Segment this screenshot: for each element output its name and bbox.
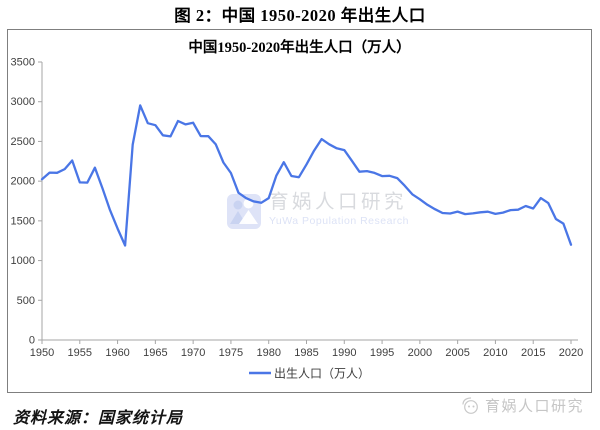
y-tick-label: 3500 xyxy=(11,57,35,69)
chart-title: 中国1950-2020年出生人口（万人） xyxy=(188,40,411,56)
y-tick-label: 2500 xyxy=(11,136,35,148)
x-tick-label: 1975 xyxy=(219,347,243,359)
source-note: 资料来源：国家统计局 xyxy=(13,410,184,427)
x-tick-label: 1960 xyxy=(105,347,129,359)
y-tick-label: 500 xyxy=(17,295,35,307)
x-tick-label: 1965 xyxy=(143,347,167,359)
x-tick-label: 1970 xyxy=(181,347,205,359)
legend-label: 出生人口（万人） xyxy=(274,367,370,381)
y-tick-label: 0 xyxy=(29,335,35,347)
center-watermark: 育娲人口研究 YuWa Population Research xyxy=(227,192,409,229)
corner-watermark-text: 育娲人口研究 xyxy=(485,399,585,415)
yuwa-face-icon xyxy=(462,397,478,414)
x-tick-label: 2020 xyxy=(559,347,583,359)
watermark-brand-cn: 育娲人口研究 xyxy=(269,192,408,213)
x-tick-label: 2000 xyxy=(408,347,432,359)
watermark-brand-en: YuWa Population Research xyxy=(269,215,410,228)
y-tick-label: 2000 xyxy=(11,176,35,188)
figure-caption: 图 2：中国 1950-2020 年出生人口 xyxy=(174,6,426,25)
x-tick-label: 1950 xyxy=(30,347,54,359)
birth-population-line xyxy=(40,104,573,247)
y-tick-label: 1500 xyxy=(11,215,35,227)
x-tick-label: 1990 xyxy=(332,347,356,359)
chart-frame xyxy=(7,29,592,393)
x-tick-label: 2005 xyxy=(445,347,469,359)
x-tick-label: 2010 xyxy=(483,347,507,359)
corner-watermark: 育娲人口研究 xyxy=(461,395,584,416)
x-tick-label: 1955 xyxy=(68,347,92,359)
x-tick-label: 1980 xyxy=(256,347,280,359)
center-watermark-text: 育娲人口研究 YuWa Population Research xyxy=(269,192,409,227)
y-tick-label: 3000 xyxy=(11,96,35,108)
x-tick-label: 1995 xyxy=(370,347,394,359)
x-tick-label: 2015 xyxy=(521,347,545,359)
x-tick-label: 1985 xyxy=(294,347,318,359)
y-tick-label: 1000 xyxy=(11,255,35,267)
